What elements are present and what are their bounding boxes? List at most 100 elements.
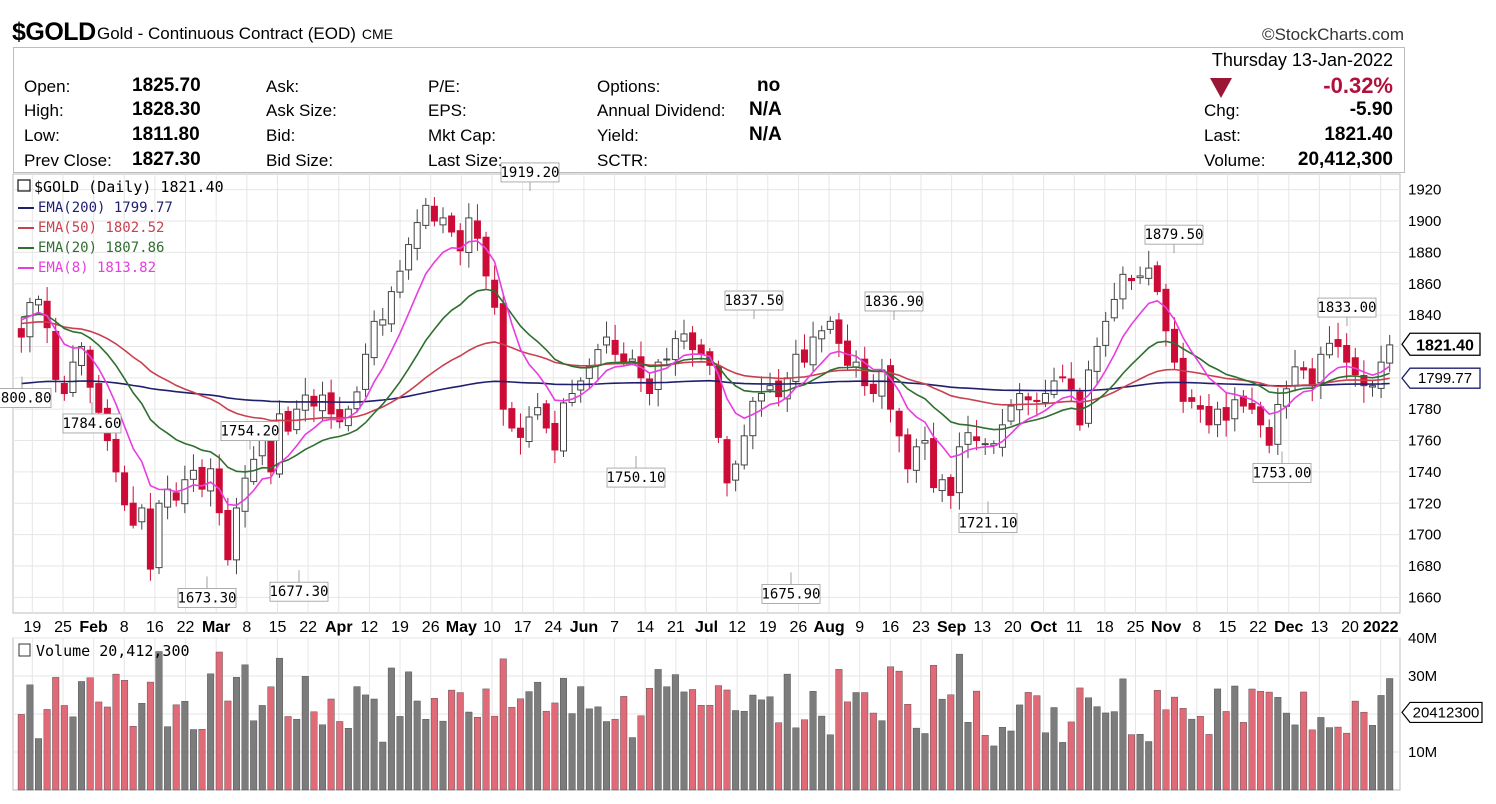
candle-body bbox=[585, 366, 593, 379]
annotation-box bbox=[606, 467, 666, 488]
volume-bar bbox=[878, 720, 886, 791]
volume-bar bbox=[353, 686, 361, 791]
high-value: 1828.30 bbox=[132, 99, 201, 120]
price-y-tick: 1920 bbox=[1408, 182, 1441, 199]
x-tick-label: 18 bbox=[1096, 619, 1114, 636]
candle-body bbox=[35, 298, 43, 306]
description-text: Gold - Continuous Contract (EOD) bbox=[97, 24, 356, 43]
x-tick-label: 15 bbox=[1219, 619, 1237, 636]
volume-bar bbox=[146, 681, 154, 791]
volume-bar bbox=[491, 715, 499, 791]
candle-body bbox=[473, 220, 481, 239]
volume-bar bbox=[198, 728, 206, 791]
volume-bar bbox=[869, 712, 877, 791]
volume-bar bbox=[766, 696, 774, 791]
volume-bar bbox=[749, 694, 757, 791]
candle-body bbox=[78, 345, 86, 366]
candle-body bbox=[198, 466, 206, 490]
chg-value: -5.90 bbox=[1349, 99, 1393, 120]
candle-body bbox=[861, 358, 869, 387]
ema200-line bbox=[21, 379, 1390, 403]
candle-body bbox=[1351, 357, 1359, 376]
annotation-box bbox=[1317, 297, 1377, 318]
volume-bar bbox=[370, 698, 378, 791]
annotation-label: 1753.00 bbox=[1252, 466, 1311, 482]
volume-bar bbox=[379, 741, 387, 791]
volume-bar bbox=[499, 658, 507, 791]
x-tick-label: 17 bbox=[514, 619, 532, 636]
volume-bar bbox=[594, 706, 602, 791]
volume-bar bbox=[78, 681, 86, 791]
x-tick-label: 8 bbox=[120, 619, 129, 636]
volume-bar bbox=[826, 734, 834, 791]
candle-body bbox=[155, 502, 163, 569]
annual-dividend-label: Annual Dividend: bbox=[597, 101, 726, 120]
candle-body bbox=[17, 328, 25, 338]
candle-body bbox=[1231, 399, 1239, 420]
price-y-tick: 1780 bbox=[1408, 401, 1441, 418]
volume-bar bbox=[585, 708, 593, 791]
volume-bar bbox=[86, 677, 94, 791]
x-tick-label: May bbox=[446, 619, 477, 636]
volume-bar bbox=[1041, 732, 1049, 791]
volume-bar bbox=[1136, 734, 1144, 791]
candle-body bbox=[327, 392, 335, 415]
volume-bar bbox=[1007, 730, 1015, 791]
annotation-box bbox=[269, 581, 329, 602]
candle-body bbox=[1222, 407, 1230, 421]
legend-entry: EMA(20) 1807.86 bbox=[38, 240, 164, 256]
volume-bar bbox=[1033, 695, 1041, 791]
candle-body bbox=[499, 303, 507, 410]
down-arrow-icon bbox=[1210, 78, 1232, 98]
volume-bar bbox=[482, 688, 490, 791]
volume-bar bbox=[1059, 742, 1067, 791]
candle-body bbox=[275, 413, 284, 475]
candle-body bbox=[95, 383, 103, 413]
volume-bar bbox=[1016, 704, 1024, 791]
candle-body bbox=[766, 385, 774, 391]
candle-body bbox=[181, 479, 189, 505]
candle-body bbox=[809, 336, 817, 366]
volume-bar bbox=[757, 699, 765, 791]
candle-body bbox=[1067, 378, 1075, 390]
low-label: Low: bbox=[24, 126, 60, 145]
volume-bar bbox=[516, 698, 524, 791]
candle-body bbox=[482, 236, 490, 277]
volume-bar bbox=[732, 710, 740, 791]
annotation-label: 1721.10 bbox=[958, 516, 1017, 532]
candle-body bbox=[1162, 288, 1170, 332]
volume-bar bbox=[387, 667, 395, 791]
candle-body bbox=[232, 507, 240, 561]
annotation-label: 1800.80 bbox=[0, 391, 52, 407]
volume-bar bbox=[344, 728, 352, 791]
candle-body bbox=[1386, 344, 1394, 364]
volume-bar bbox=[284, 716, 292, 791]
ema50-line bbox=[21, 320, 1390, 422]
candle-body bbox=[456, 230, 464, 252]
candle-body bbox=[129, 502, 137, 526]
annotation-label: 1919.20 bbox=[500, 165, 559, 181]
price-y-tick: 1880 bbox=[1408, 244, 1441, 261]
volume-bar bbox=[964, 722, 972, 791]
volume-bar bbox=[1205, 734, 1213, 791]
volume-bar bbox=[35, 738, 42, 791]
volume-bar bbox=[310, 711, 318, 791]
volume-bar bbox=[1093, 706, 1101, 791]
volume-bar bbox=[611, 718, 619, 791]
x-tick-label: 10 bbox=[483, 619, 501, 636]
x-tick-label: 12 bbox=[728, 619, 746, 636]
volume-bar bbox=[413, 700, 421, 791]
volume-bar bbox=[181, 701, 189, 791]
volume-bar bbox=[1153, 690, 1161, 791]
options-value: no bbox=[757, 75, 781, 96]
volume-bar bbox=[1308, 729, 1316, 791]
bid-label: Bid: bbox=[266, 126, 296, 145]
candle-body bbox=[138, 507, 146, 523]
candle-body bbox=[1007, 405, 1015, 422]
volume-bar bbox=[835, 669, 843, 791]
last-price-tag-text: 1821.40 bbox=[1416, 337, 1474, 354]
annotation-box bbox=[1252, 463, 1312, 483]
volume-bar bbox=[706, 704, 714, 791]
candle-body bbox=[422, 204, 430, 226]
volume-bar bbox=[792, 727, 800, 791]
